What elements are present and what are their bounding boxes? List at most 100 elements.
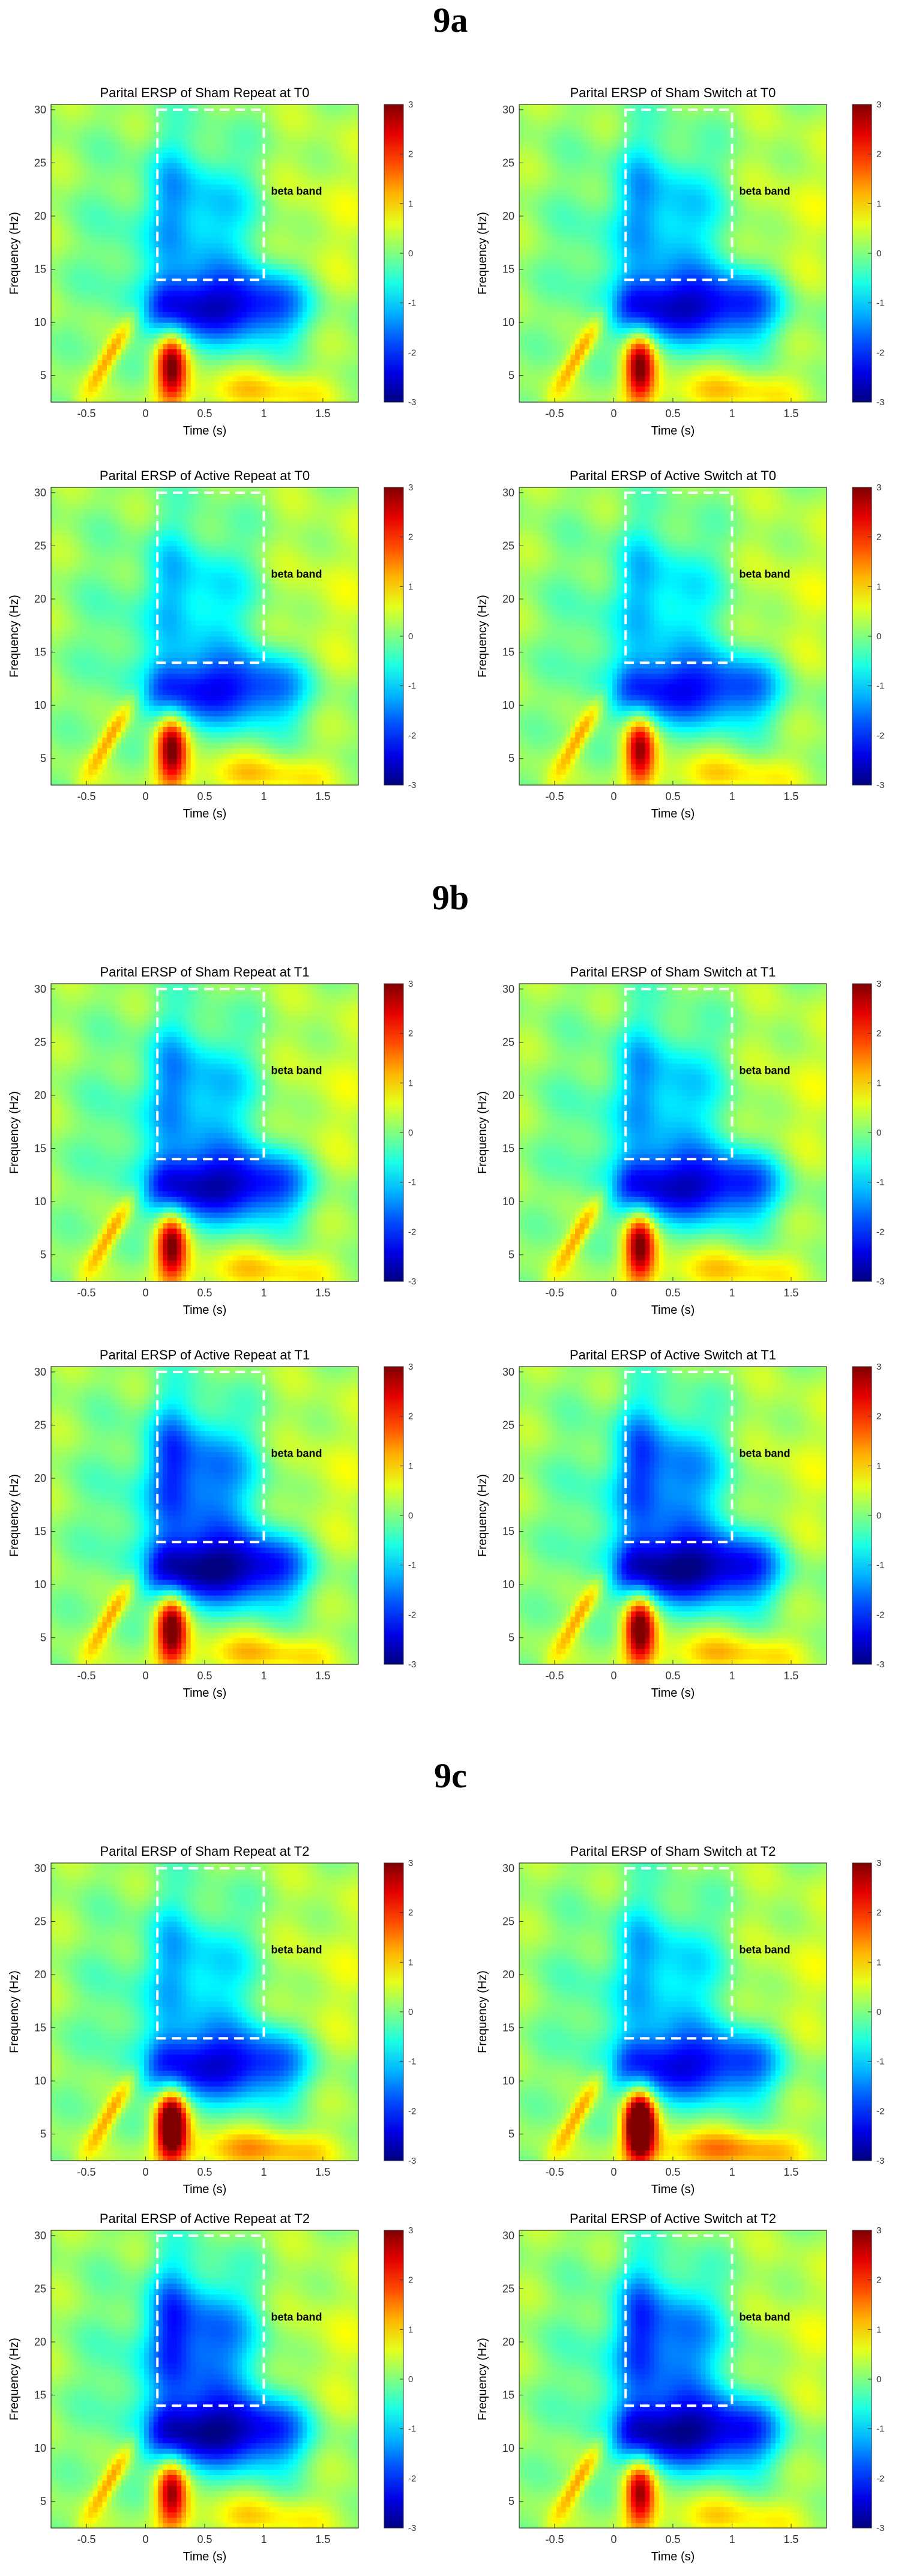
heatmap-cell: [556, 386, 562, 392]
heatmap-cell: [107, 152, 112, 158]
heatmap-cell: [616, 157, 622, 164]
heatmap-cell: [242, 237, 247, 243]
heatmap-cell: [519, 194, 525, 201]
heatmap-cell: [354, 317, 359, 323]
heatmap-cell: [335, 397, 340, 403]
heatmap-cell: [279, 317, 285, 323]
heatmap-cell: [116, 285, 121, 291]
heatmap-cell: [148, 146, 154, 153]
heatmap-cell: [181, 317, 187, 323]
heatmap-cell: [181, 115, 187, 121]
heatmap-cell: [190, 258, 196, 265]
heatmap-cell: [598, 242, 604, 248]
heatmap-cell: [153, 205, 159, 211]
heatmap-cell: [163, 216, 168, 222]
heatmap-cell: [65, 152, 70, 158]
heatmap-cell: [321, 317, 327, 323]
heatmap-cell: [158, 189, 163, 196]
heatmap-cell: [538, 306, 543, 313]
heatmap-cell: [55, 194, 61, 201]
heatmap-cell: [51, 168, 56, 174]
heatmap-cell: [125, 317, 131, 323]
heatmap-cell: [288, 237, 294, 243]
heatmap-cell: [223, 263, 229, 270]
heatmap-cell: [519, 322, 525, 328]
heatmap-cell: [561, 375, 567, 382]
heatmap-cell: [589, 248, 594, 254]
heatmap-cell: [65, 136, 70, 142]
heatmap-cell: [307, 253, 313, 259]
heatmap-cell: [603, 328, 608, 334]
heatmap-cell: [349, 317, 354, 323]
heatmap-cell: [251, 295, 256, 302]
heatmap-cell: [55, 360, 61, 366]
heatmap-cell: [107, 142, 112, 148]
heatmap-cell: [561, 179, 567, 185]
heatmap-cell: [335, 221, 340, 227]
heatmap-cell: [335, 386, 340, 392]
heatmap-cell: [302, 349, 308, 355]
heatmap-cell: [116, 280, 121, 286]
heatmap-cell: [185, 200, 191, 206]
heatmap-cell: [251, 216, 256, 222]
heatmap-cell: [218, 136, 224, 142]
heatmap-cell: [335, 349, 340, 355]
heatmap-cell: [51, 285, 56, 291]
heatmap-cell: [190, 189, 196, 196]
heatmap-cell: [130, 146, 136, 153]
heatmap-cell: [51, 280, 56, 286]
heatmap-cell: [79, 381, 84, 387]
heatmap-cell: [279, 333, 285, 339]
heatmap-cell: [195, 333, 200, 339]
heatmap-cell: [598, 301, 604, 307]
heatmap-cell: [223, 146, 229, 153]
heatmap-cell: [116, 274, 121, 280]
heatmap-cell: [344, 173, 350, 179]
heatmap-cell: [561, 216, 567, 222]
heatmap-cell: [116, 226, 121, 233]
heatmap-cell: [214, 386, 219, 392]
heatmap-cell: [205, 142, 210, 148]
heatmap-cell: [176, 274, 182, 280]
heatmap-cell: [589, 168, 594, 174]
heatmap-cell: [579, 179, 585, 185]
heatmap-cell: [176, 115, 182, 121]
heatmap-cell: [60, 179, 65, 185]
heatmap-cell: [538, 248, 543, 254]
heatmap-cell: [598, 179, 604, 185]
heatmap-cell: [176, 232, 182, 238]
heatmap-cell: [209, 338, 215, 345]
heatmap-cell: [223, 333, 229, 339]
heatmap-cell: [83, 343, 89, 350]
heatmap-cell: [265, 301, 271, 307]
heatmap-cell: [519, 226, 525, 233]
heatmap-cell: [153, 226, 159, 233]
heatmap-cell: [130, 391, 136, 397]
heatmap-cell: [523, 173, 529, 179]
heatmap-cell: [589, 163, 594, 169]
heatmap-cell: [51, 306, 56, 313]
heatmap-cell: [552, 328, 557, 334]
heatmap-cell: [565, 343, 571, 350]
heatmap-cell: [316, 248, 322, 254]
heatmap-cell: [533, 194, 538, 201]
heatmap-cell: [538, 221, 543, 227]
heatmap-cell: [312, 269, 317, 275]
heatmap-cell: [283, 125, 289, 131]
heatmap-cell: [283, 354, 289, 360]
heatmap-cell: [121, 333, 126, 339]
heatmap-cell: [256, 285, 261, 291]
heatmap-cell: [547, 343, 552, 350]
heatmap-cell: [279, 109, 285, 116]
heatmap-cell: [556, 280, 562, 286]
heatmap-cell: [158, 109, 163, 116]
heatmap-cell: [565, 179, 571, 185]
heatmap-cell: [163, 136, 168, 142]
heatmap-cell: [246, 343, 252, 350]
heatmap-cell: [232, 157, 238, 164]
heatmap-cell: [321, 104, 327, 110]
heatmap-cell: [302, 104, 308, 110]
heatmap-cell: [102, 360, 107, 366]
heatmap-cell: [547, 109, 552, 116]
heatmap-cell: [349, 146, 354, 153]
